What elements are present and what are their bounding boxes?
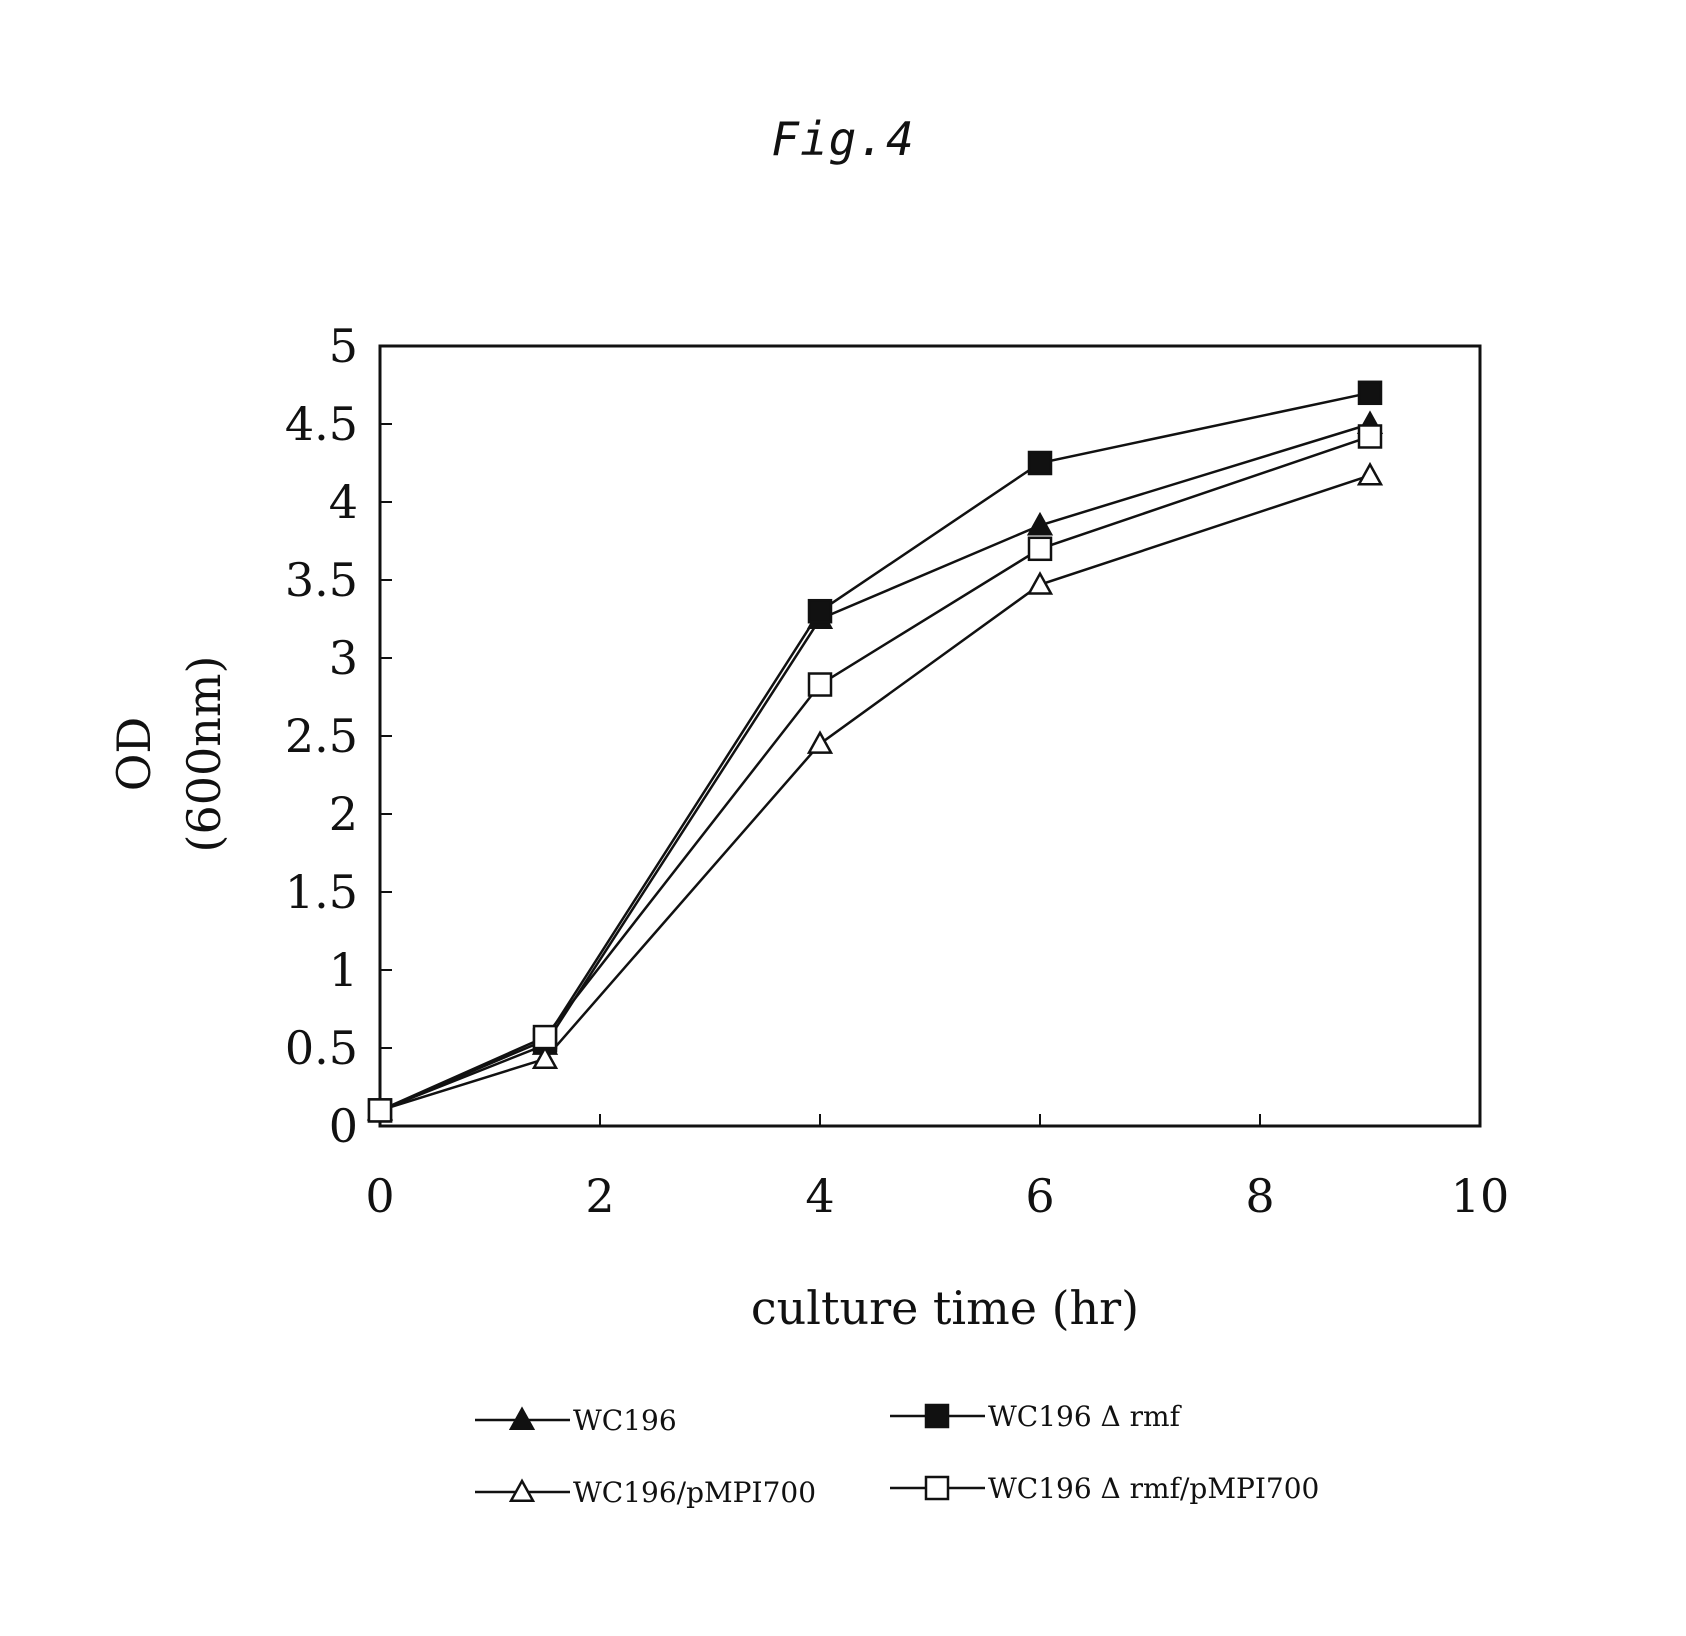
y-axis-label: OD (107, 717, 161, 792)
square-point (1359, 382, 1381, 404)
series-line (380, 393, 1370, 1111)
open-triangle-point (1359, 464, 1381, 484)
y-tick-label: 3 (329, 631, 358, 685)
y-tick-label: 1 (329, 943, 358, 997)
x-tick-label: 0 (365, 1169, 394, 1223)
y-axis-unit: (600nm) (177, 656, 231, 853)
y-tick-label: 0.5 (285, 1021, 358, 1075)
legend-label: WC196 Δ rmf (988, 1400, 1183, 1433)
legend: WC196 WC196 Δ rmf WC196/pMPI700 WC196 Δ rmf… (475, 1400, 1319, 1509)
plot-frame (380, 346, 1480, 1126)
y-tick-label: 2 (329, 787, 358, 841)
open-square-point (369, 1099, 391, 1121)
legend-label: WC196/pMPI700 (573, 1476, 816, 1509)
legend-marker (926, 1477, 948, 1499)
y-tick-label: 5 (329, 319, 358, 373)
square-point (809, 600, 831, 622)
open-square-point (1029, 538, 1051, 560)
open-triangle-point (1029, 574, 1051, 594)
y-tick-label: 2.5 (285, 709, 358, 763)
y-tick-label: 4.5 (285, 397, 358, 451)
legend-marker (926, 1405, 948, 1427)
legend-label: WC196 (573, 1404, 677, 1437)
open-triangle-point (809, 733, 831, 753)
x-tick-label: 8 (1245, 1169, 1274, 1223)
legend-item: WC196/pMPI700 (475, 1476, 816, 1509)
x-tick-label: 10 (1451, 1169, 1510, 1223)
legend-label: WC196 Δ rmf/pMPI700 (988, 1472, 1319, 1505)
series-line (380, 436, 1370, 1110)
series-line (380, 424, 1370, 1110)
y-tick-label: 4 (329, 475, 358, 529)
square-point (1029, 452, 1051, 474)
x-tick-label: 4 (805, 1169, 834, 1223)
x-tick-label: 6 (1025, 1169, 1054, 1223)
x-tick-label: 2 (585, 1169, 614, 1223)
series-2 (369, 464, 1381, 1119)
x-axis: 0 2 4 6 8 10 (365, 1114, 1509, 1223)
series-0 (369, 413, 1381, 1119)
open-square-point (534, 1026, 556, 1048)
y-tick-label: 0 (329, 1099, 358, 1153)
y-tick-label: 3.5 (285, 553, 358, 607)
series-layer (369, 382, 1381, 1122)
legend-item: WC196 Δ rmf/pMPI700 (890, 1472, 1319, 1505)
y-axis: 0 0.5 1 1.5 2 2.5 3 3.5 4 4.5 5 (285, 319, 392, 1153)
series-1 (369, 382, 1381, 1122)
open-square-point (809, 674, 831, 696)
x-axis-label: culture time (hr) (751, 1281, 1139, 1335)
open-square-point (1359, 425, 1381, 447)
legend-item: WC196 (475, 1404, 677, 1437)
y-tick-label: 1.5 (285, 865, 358, 919)
series-line (380, 475, 1370, 1110)
legend-item: WC196 Δ rmf (890, 1400, 1183, 1433)
series-3 (369, 425, 1381, 1121)
